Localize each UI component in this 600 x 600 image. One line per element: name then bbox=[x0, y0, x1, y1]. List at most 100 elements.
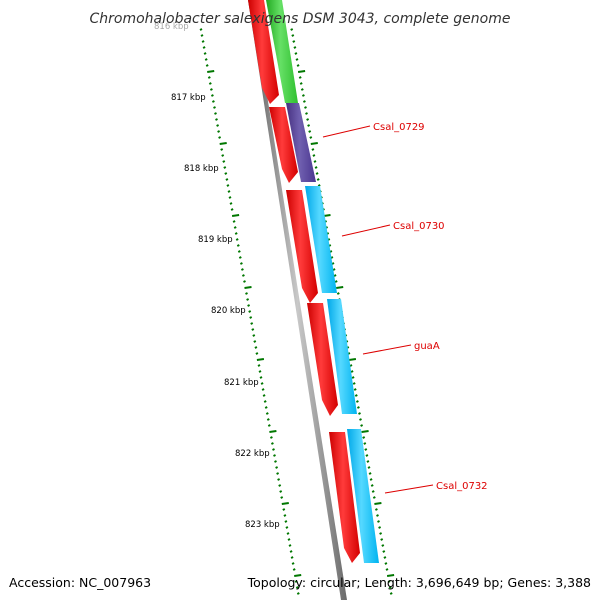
gene-tick bbox=[384, 562, 388, 565]
ruler-tick bbox=[225, 178, 229, 181]
ruler-tick bbox=[292, 568, 296, 571]
genome-backbone bbox=[248, 0, 347, 600]
gene-tick bbox=[389, 592, 393, 595]
map-title: Chromohalobacter salexigens DSM 3043, co… bbox=[90, 11, 511, 27]
gene-tick bbox=[374, 502, 382, 505]
gene-tick bbox=[295, 58, 299, 61]
gene-tick bbox=[311, 148, 315, 151]
gene-tick bbox=[294, 52, 298, 55]
ruler-tick bbox=[273, 454, 276, 457]
ruler-tick bbox=[218, 136, 222, 139]
gene-label: Csal_0730 bbox=[393, 221, 445, 232]
ruler-tick bbox=[229, 202, 233, 205]
gene-tick bbox=[369, 478, 373, 481]
ruler-tick bbox=[248, 310, 252, 313]
gene-tick bbox=[364, 448, 368, 451]
gene-label-leader bbox=[322, 125, 371, 138]
ruler-tick bbox=[277, 478, 281, 481]
gene-red-1 bbox=[248, 0, 279, 104]
gene-tick bbox=[304, 106, 307, 109]
ruler-tick bbox=[237, 250, 241, 253]
gene-tick bbox=[315, 172, 319, 175]
gene-label: Csal_0732 bbox=[436, 481, 488, 492]
gene-tick bbox=[356, 406, 360, 409]
ruler-tick bbox=[250, 322, 254, 325]
gene-tick bbox=[355, 400, 359, 403]
kbp-label: 821 kbp bbox=[224, 378, 259, 388]
ruler-tick bbox=[219, 142, 227, 145]
ruler-tick bbox=[213, 106, 216, 109]
ruler-tick bbox=[231, 214, 240, 217]
ruler-tick bbox=[251, 328, 255, 331]
gene-labels: Csal_0729 Csal_0730 guaA Csal_0732 bbox=[322, 122, 488, 494]
gene-tick bbox=[310, 142, 318, 145]
gene-tick bbox=[376, 514, 379, 517]
ruler-tick bbox=[210, 94, 214, 97]
gene-tick bbox=[293, 46, 297, 49]
gene-red-4 bbox=[307, 303, 338, 416]
ruler-tick bbox=[228, 196, 232, 199]
ruler-tick bbox=[208, 82, 212, 85]
gene-tick bbox=[290, 28, 294, 31]
ruler-tick bbox=[221, 154, 225, 157]
ruler-tick bbox=[238, 256, 242, 259]
ruler-tick bbox=[216, 124, 220, 127]
ruler-tick bbox=[296, 592, 300, 595]
ruler-tick bbox=[235, 238, 239, 241]
ruler-tick bbox=[278, 484, 282, 487]
ruler-tick bbox=[246, 298, 250, 301]
gene-tick bbox=[299, 82, 303, 85]
gene-label-leader bbox=[341, 224, 391, 237]
gene-tick bbox=[296, 64, 300, 67]
gene-tick bbox=[297, 70, 306, 73]
accession-text: Accession: NC_007963 bbox=[9, 575, 151, 590]
ruler-tick bbox=[217, 130, 221, 133]
gene-tick bbox=[385, 568, 389, 571]
ruler-tick bbox=[202, 46, 206, 49]
ruler-tick bbox=[226, 184, 230, 187]
gene-tick bbox=[366, 460, 370, 463]
gene-tick bbox=[363, 442, 367, 445]
ruler-tick bbox=[281, 502, 289, 505]
gene-tick bbox=[298, 76, 302, 79]
ruler-tick bbox=[259, 376, 263, 379]
cds-green bbox=[266, 0, 298, 103]
gene-tick bbox=[371, 490, 375, 493]
ruler-tick bbox=[199, 28, 203, 31]
ruler-tick bbox=[240, 268, 244, 271]
gene-tick bbox=[300, 88, 304, 91]
ruler-tick bbox=[256, 358, 265, 361]
cds-purple bbox=[286, 103, 316, 182]
gene-tick bbox=[334, 280, 338, 283]
kbp-label: 822 kbp bbox=[235, 449, 270, 459]
gene-label: guaA bbox=[414, 341, 440, 352]
ruler-tick bbox=[294, 580, 298, 583]
ruler-tick bbox=[264, 406, 268, 409]
gene-tick bbox=[351, 376, 355, 379]
gene-red-5 bbox=[329, 432, 360, 563]
gene-tick bbox=[372, 496, 376, 499]
ruler-tick bbox=[294, 574, 302, 577]
gene-tick bbox=[367, 466, 371, 469]
gene-tick bbox=[362, 436, 366, 439]
ruler-tick bbox=[243, 280, 246, 283]
gene-tick bbox=[361, 430, 369, 433]
ruler-tick bbox=[270, 442, 274, 445]
gene-tick bbox=[379, 532, 383, 535]
ruler-tick bbox=[285, 526, 289, 529]
gene-tick bbox=[370, 484, 374, 487]
ruler-tick bbox=[269, 436, 273, 439]
gene-tick bbox=[378, 526, 382, 529]
kbp-label: 823 kbp bbox=[245, 520, 280, 530]
ruler-tick bbox=[234, 232, 238, 235]
ruler-tick bbox=[205, 64, 209, 67]
ruler-tick bbox=[209, 88, 213, 91]
ruler-tick bbox=[211, 100, 215, 103]
gene-tick bbox=[307, 124, 311, 127]
ruler-tick bbox=[214, 112, 217, 115]
ruler-tick bbox=[289, 550, 293, 553]
ruler-tick bbox=[207, 70, 215, 73]
ruler-tick bbox=[236, 244, 240, 247]
kbp-labels: 816 kbp 817 kbp 818 kbp 819 kbp 820 kbp … bbox=[154, 22, 280, 530]
ruler-tick bbox=[260, 382, 264, 385]
